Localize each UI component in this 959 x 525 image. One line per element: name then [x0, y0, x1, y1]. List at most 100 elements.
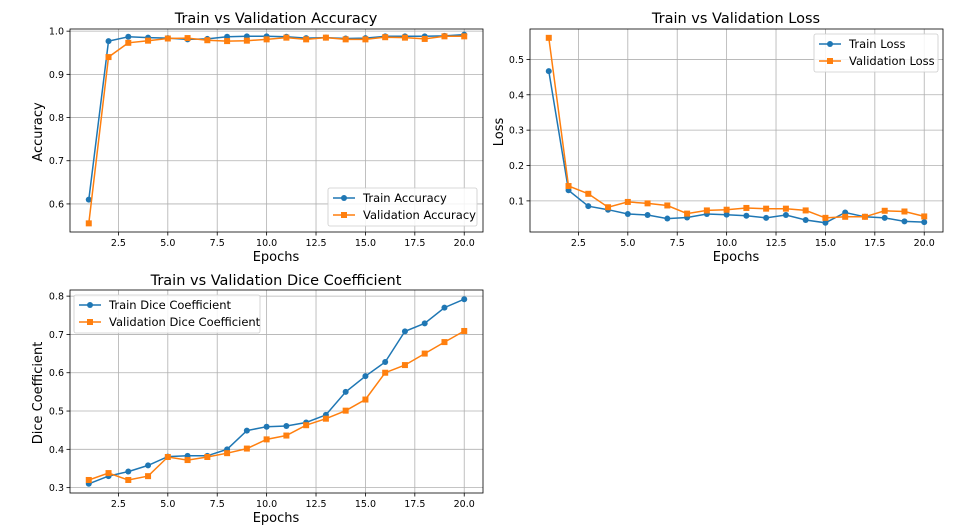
- loss-x-tick-label: 2.5: [571, 238, 586, 249]
- dice-y-tick-label: 0.3: [49, 483, 64, 494]
- validation-loss-point: [644, 200, 651, 207]
- train-dice-point: [421, 320, 428, 327]
- validation-dice-point: [362, 396, 369, 403]
- validation-accuracy-point: [342, 36, 349, 43]
- validation-accuracy-point: [85, 220, 92, 227]
- accuracy-legend: Train Accuracy Validation Accuracy: [327, 187, 478, 227]
- accuracy-x-tick-label: 17.5: [404, 238, 425, 249]
- loss-x-tick-label: 17.5: [864, 238, 885, 249]
- loss-y-tick-label: 0.2: [509, 161, 524, 172]
- loss-x-tick-label: 10.0: [716, 238, 737, 249]
- validation-loss-point: [842, 213, 849, 220]
- dice-y-tick-label: 0.8: [49, 292, 64, 303]
- validation-loss-point: [743, 204, 750, 211]
- loss-legend-frame: [813, 33, 939, 73]
- loss-x-axis-label: Epochs: [713, 250, 760, 265]
- train-dice-point: [362, 373, 369, 380]
- accuracy-x-tick-label: 7.5: [210, 238, 225, 249]
- legend-validation-accuracy-label: Validation Accuracy: [363, 208, 476, 222]
- accuracy-chart: Train vs Validation Accuracy 2.5 5.0 7.5 10…: [31, 11, 484, 265]
- legend-train-dice-label: Train Dice Coefficient: [108, 298, 231, 312]
- validation-loss-point: [703, 207, 710, 214]
- dice-y-tick-label: 0.5: [49, 407, 64, 418]
- train-dice-point: [401, 328, 408, 335]
- validation-dice-point: [441, 339, 448, 346]
- dice-x-tick-label: 17.5: [404, 499, 425, 510]
- validation-loss-point: [605, 204, 612, 211]
- train-loss-point: [723, 211, 730, 218]
- train-accuracy-point: [85, 196, 92, 203]
- validation-dice-point: [125, 476, 132, 483]
- accuracy-x-tick-label: 20.0: [454, 238, 475, 249]
- train-dice-point: [382, 359, 389, 366]
- validation-accuracy-point: [145, 37, 152, 44]
- train-dice-point: [461, 296, 468, 303]
- dice-x-tick-label: 20.0: [454, 499, 475, 510]
- loss-chart-title: Train vs Validation Loss: [651, 11, 820, 27]
- train-loss-point: [763, 214, 770, 221]
- accuracy-plot-area: [69, 28, 484, 233]
- validation-loss-point: [861, 213, 868, 220]
- train-loss-point: [664, 215, 671, 222]
- accuracy-grid: [70, 29, 483, 232]
- train-loss-point: [881, 214, 888, 221]
- accuracy-series: [85, 31, 468, 227]
- train-dice-point: [342, 388, 349, 395]
- train-loss-point: [545, 68, 552, 75]
- validation-accuracy-point: [421, 35, 428, 42]
- loss-series: [545, 34, 928, 226]
- dice-x-tick-label: 2.5: [111, 499, 126, 510]
- validation-dice-point: [303, 422, 310, 429]
- dice-ticks: 2.5 5.0 7.5 10.0 12.5 15.0 17.5 20.0 0.3 0.4 0.5 0.…: [49, 292, 475, 510]
- train-loss-point: [782, 212, 789, 219]
- validation-accuracy-line: [88, 35, 465, 224]
- validation-accuracy-point: [362, 36, 369, 43]
- validation-dice-point: [322, 415, 329, 422]
- loss-x-tick-label: 7.5: [670, 238, 685, 249]
- loss-y-tick-label: 0.3: [509, 126, 524, 137]
- dice-x-axis-label: Epochs: [253, 511, 300, 525]
- validation-dice-point: [204, 453, 211, 460]
- validation-accuracy-point: [401, 34, 408, 41]
- dice-x-tick-label: 7.5: [210, 499, 225, 510]
- validation-accuracy-point: [382, 34, 389, 41]
- validation-dice-point: [461, 327, 468, 334]
- accuracy-y-tick-label: 0.6: [49, 199, 64, 210]
- dice-y-axis-label: Dice Coefficient: [31, 342, 46, 445]
- train-dice-point: [243, 427, 250, 434]
- train-dice-point: [283, 422, 290, 429]
- validation-loss-point: [585, 190, 592, 197]
- train-accuracy-point: [125, 33, 132, 40]
- validation-accuracy-point: [204, 37, 211, 44]
- loss-x-tick-label: 15.0: [815, 238, 836, 249]
- dice-y-tick-label: 0.4: [49, 445, 64, 456]
- validation-accuracy-point: [303, 36, 310, 43]
- loss-x-tick-label: 20.0: [914, 238, 935, 249]
- validation-accuracy-point: [461, 33, 468, 40]
- validation-loss-point: [822, 214, 829, 221]
- validation-loss-point: [565, 183, 572, 190]
- train-loss-point: [822, 219, 829, 226]
- loss-y-tick-label: 0.5: [509, 55, 524, 66]
- validation-dice-point: [342, 407, 349, 414]
- validation-dice-point: [105, 470, 112, 477]
- accuracy-y-tick-label: 0.7: [49, 156, 64, 167]
- dice-x-tick-label: 12.5: [305, 499, 326, 510]
- accuracy-x-tick-label: 12.5: [305, 238, 326, 249]
- validation-loss-point: [763, 205, 770, 212]
- validation-accuracy-point: [105, 54, 112, 61]
- train-dice-point: [145, 462, 152, 469]
- accuracy-legend-frame: [327, 187, 478, 227]
- dice-x-tick-label: 15.0: [355, 499, 376, 510]
- validation-loss-point: [723, 206, 730, 213]
- loss-x-tick-label: 5.0: [620, 238, 635, 249]
- legend-train-loss-label: Train Loss: [848, 37, 905, 51]
- validation-accuracy-point: [243, 37, 250, 44]
- validation-dice-point: [401, 362, 408, 369]
- train-dice-point: [441, 304, 448, 311]
- validation-loss-point: [782, 205, 789, 212]
- validation-accuracy-point: [322, 34, 329, 41]
- loss-ticks: 2.5 5.0 7.5 10.0 12.5 15.0 17.5 20.0 0.1 0.2 0.3 0.…: [509, 55, 935, 249]
- validation-accuracy-point: [263, 36, 270, 43]
